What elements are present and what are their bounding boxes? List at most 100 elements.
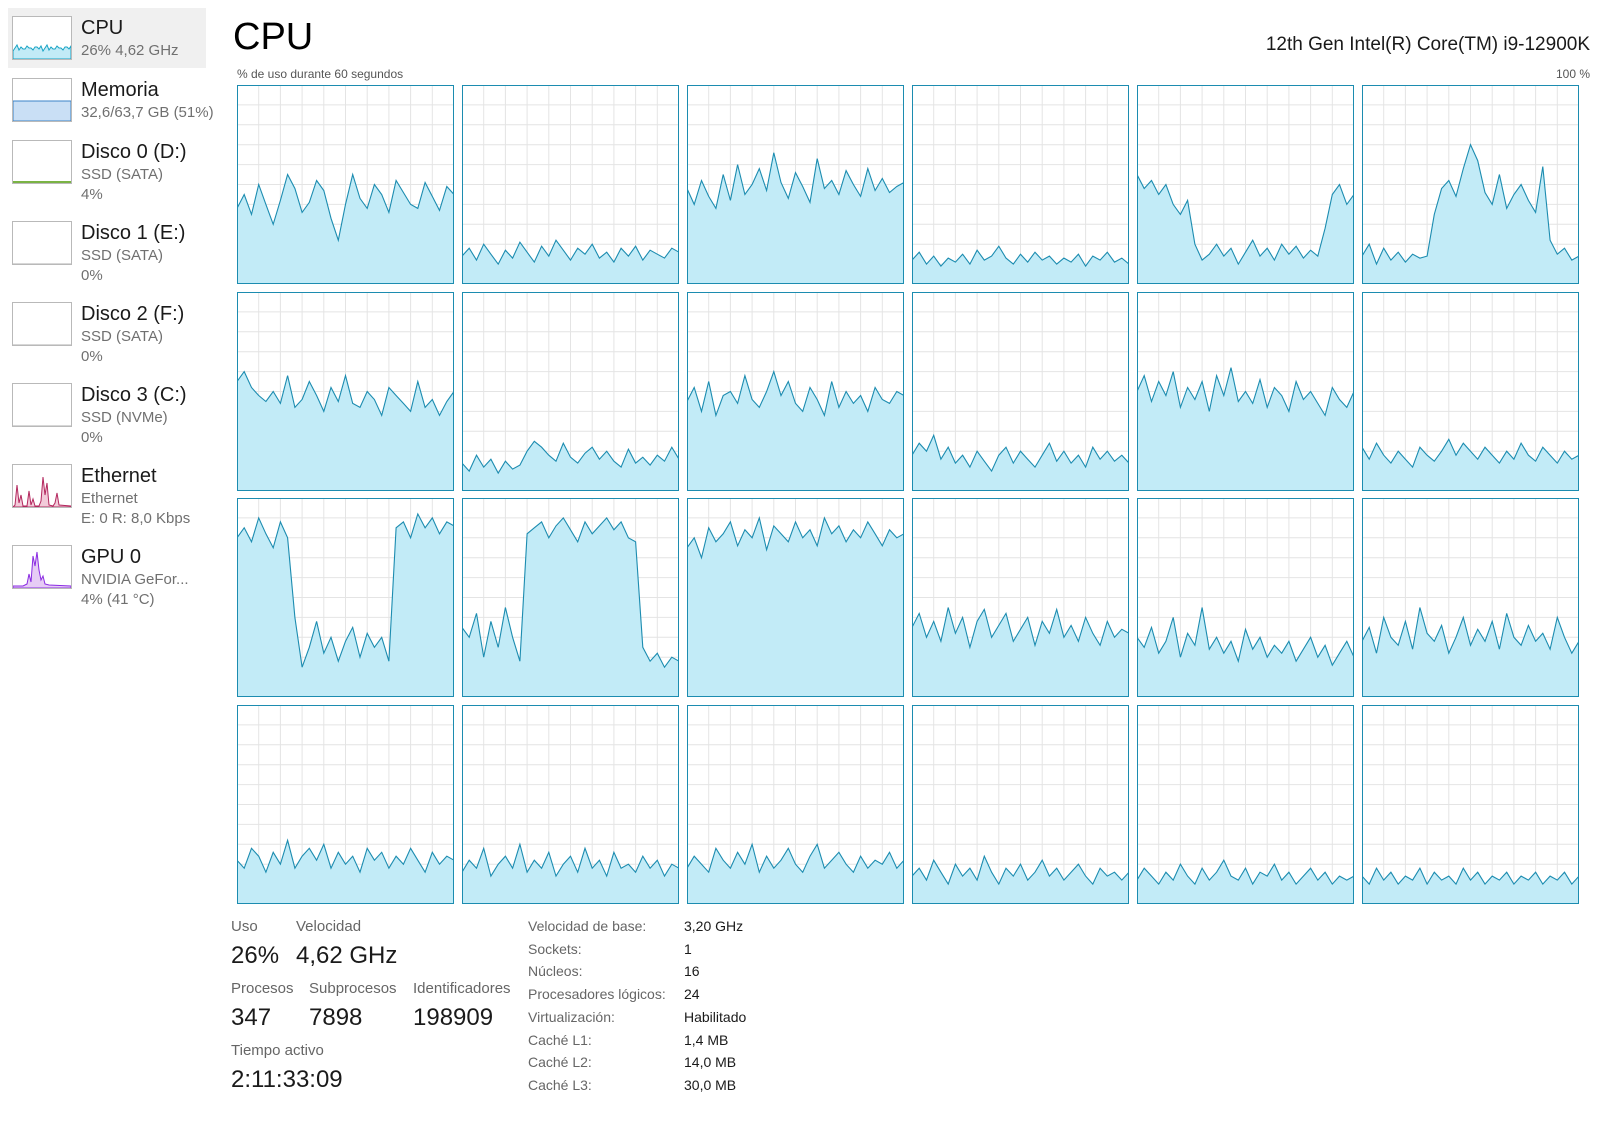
sidebar-item-title: Disco 1 (E:) (81, 222, 186, 244)
core-graph-border (1137, 498, 1354, 697)
core-graph-border (462, 291, 679, 491)
core-graph-svg (1137, 291, 1354, 491)
spec-value: 24 (684, 986, 700, 1003)
sidebar-item-title: Memoria (81, 79, 159, 101)
core-graph-border (687, 498, 904, 697)
core-graph[interactable] (237, 291, 454, 491)
sidebar-item-disco-3-c[interactable]: Disco 3 (C:) SSD (NVMe) 0% (8, 375, 206, 446)
speed-label: Velocidad (296, 918, 362, 935)
core-usage-line (462, 440, 679, 474)
core-graph-svg (1362, 498, 1579, 697)
core-graph-border (912, 498, 1129, 697)
core-graph[interactable] (1137, 85, 1354, 284)
core-graph-svg (1137, 85, 1354, 284)
core-usage-area (237, 371, 454, 491)
core-graph-border (912, 85, 1129, 284)
core-graph[interactable] (462, 85, 679, 284)
core-graph-svg (687, 291, 904, 491)
network-graph-icon (12, 464, 72, 508)
memory-graph-icon-graphic (13, 100, 71, 121)
disk-graph-icon-graphic (13, 263, 71, 264)
core-usage-area (687, 152, 904, 284)
sidebar-item-detail: 0% (81, 429, 103, 446)
core-graph[interactable] (237, 704, 454, 904)
core-usage-line (912, 854, 1129, 885)
core-graph[interactable] (462, 291, 679, 491)
core-graph-border (912, 291, 1129, 491)
core-usage-line (237, 512, 454, 668)
core-graph-svg (687, 704, 904, 904)
core-graph[interactable] (1137, 291, 1354, 491)
sidebar-item-subtitle: SSD (SATA) (81, 166, 163, 183)
spec-value: 30,0 MB (684, 1076, 737, 1093)
core-graph[interactable] (237, 498, 454, 697)
sidebar-item-cpu[interactable]: CPU 26% 4,62 GHz (8, 8, 206, 68)
usage-label: Uso (231, 918, 258, 935)
core-graph[interactable] (912, 704, 1129, 904)
disk-graph-icon (12, 140, 72, 184)
core-graph-border (1137, 291, 1354, 491)
core-usage-line (1362, 866, 1579, 885)
core-graph[interactable] (1362, 291, 1579, 491)
core-usage-line (687, 841, 904, 874)
core-graph[interactable] (687, 85, 904, 284)
cpu-graph-icon (12, 16, 72, 60)
sidebar-item-title: Ethernet (81, 465, 157, 487)
spec-label: Caché L1: (528, 1031, 592, 1048)
core-graph-border (1137, 85, 1354, 284)
core-graph-svg (1362, 85, 1579, 284)
core-graph[interactable] (687, 704, 904, 904)
core-graph-border (237, 291, 454, 491)
sidebar-item-subtitle: NVIDIA GeFor... (81, 571, 189, 588)
sidebar-item-ethernet[interactable]: Ethernet Ethernet E: 0 R: 8,0 Kbps (8, 456, 206, 527)
core-graph-border (1137, 704, 1354, 904)
core-graph-border (462, 498, 679, 697)
sidebar-item-title: CPU (81, 17, 124, 39)
spec-label: Velocidad de base: (528, 918, 647, 934)
sidebar-item-disco-0-d[interactable]: Disco 0 (D:) SSD (SATA) 4% (8, 132, 206, 203)
core-graph[interactable] (462, 498, 679, 697)
core-graph[interactable] (687, 498, 904, 697)
core-graph[interactable] (1362, 704, 1579, 904)
disk-graph-icon-graphic (13, 181, 71, 183)
core-graph-border (687, 704, 904, 904)
core-graph[interactable] (462, 704, 679, 904)
core-graph[interactable] (237, 85, 454, 284)
sidebar-item-title: Disco 3 (C:) (81, 384, 187, 406)
core-graph[interactable] (912, 85, 1129, 284)
core-usage-line (1362, 607, 1579, 655)
core-graph[interactable] (912, 498, 1129, 697)
core-usage-line (1137, 858, 1354, 885)
core-graph-svg (912, 498, 1129, 697)
spec-value: 1 (684, 940, 692, 957)
core-graph[interactable] (912, 291, 1129, 491)
sidebar-item-disco-2-f[interactable]: Disco 2 (F:) SSD (SATA) 0% (8, 294, 206, 365)
spec-label: Núcleos: (528, 963, 583, 980)
core-usage-line (912, 607, 1129, 650)
graph-caption: % de uso durante 60 segundos (237, 67, 404, 81)
disk-graph-icon (12, 383, 72, 427)
sidebar-item-memoria[interactable]: Memoria 32,6/63,7 GB (51%) (8, 70, 214, 130)
core-usage-area (462, 440, 679, 491)
core-graph[interactable] (1137, 498, 1354, 697)
sidebar-item-gpu-0[interactable]: GPU 0 NVIDIA GeFor... 4% (41 °C) (8, 537, 206, 608)
core-usage-line (237, 837, 454, 874)
threads-value: 7898 (309, 1004, 363, 1031)
core-usage-line (1362, 437, 1579, 468)
spec-label: Caché L3: (528, 1076, 592, 1093)
core-usage-area (1137, 367, 1354, 491)
core-graph-svg (1362, 704, 1579, 904)
core-usage-line (1137, 607, 1354, 667)
core-usage-area (912, 855, 1129, 904)
core-graph[interactable] (687, 291, 904, 491)
core-graph-svg (237, 498, 454, 697)
core-graph-border (912, 704, 1129, 904)
core-graph[interactable] (1137, 704, 1354, 904)
core-graph[interactable] (1362, 498, 1579, 697)
core-graph-svg (462, 85, 679, 284)
graph-max-label: 100 % (1555, 67, 1590, 81)
sidebar-item-disco-1-e[interactable]: Disco 1 (E:) SSD (SATA) 0% (8, 213, 206, 284)
core-graph[interactable] (1362, 85, 1579, 284)
sidebar-item-subtitle: SSD (SATA) (81, 247, 163, 264)
